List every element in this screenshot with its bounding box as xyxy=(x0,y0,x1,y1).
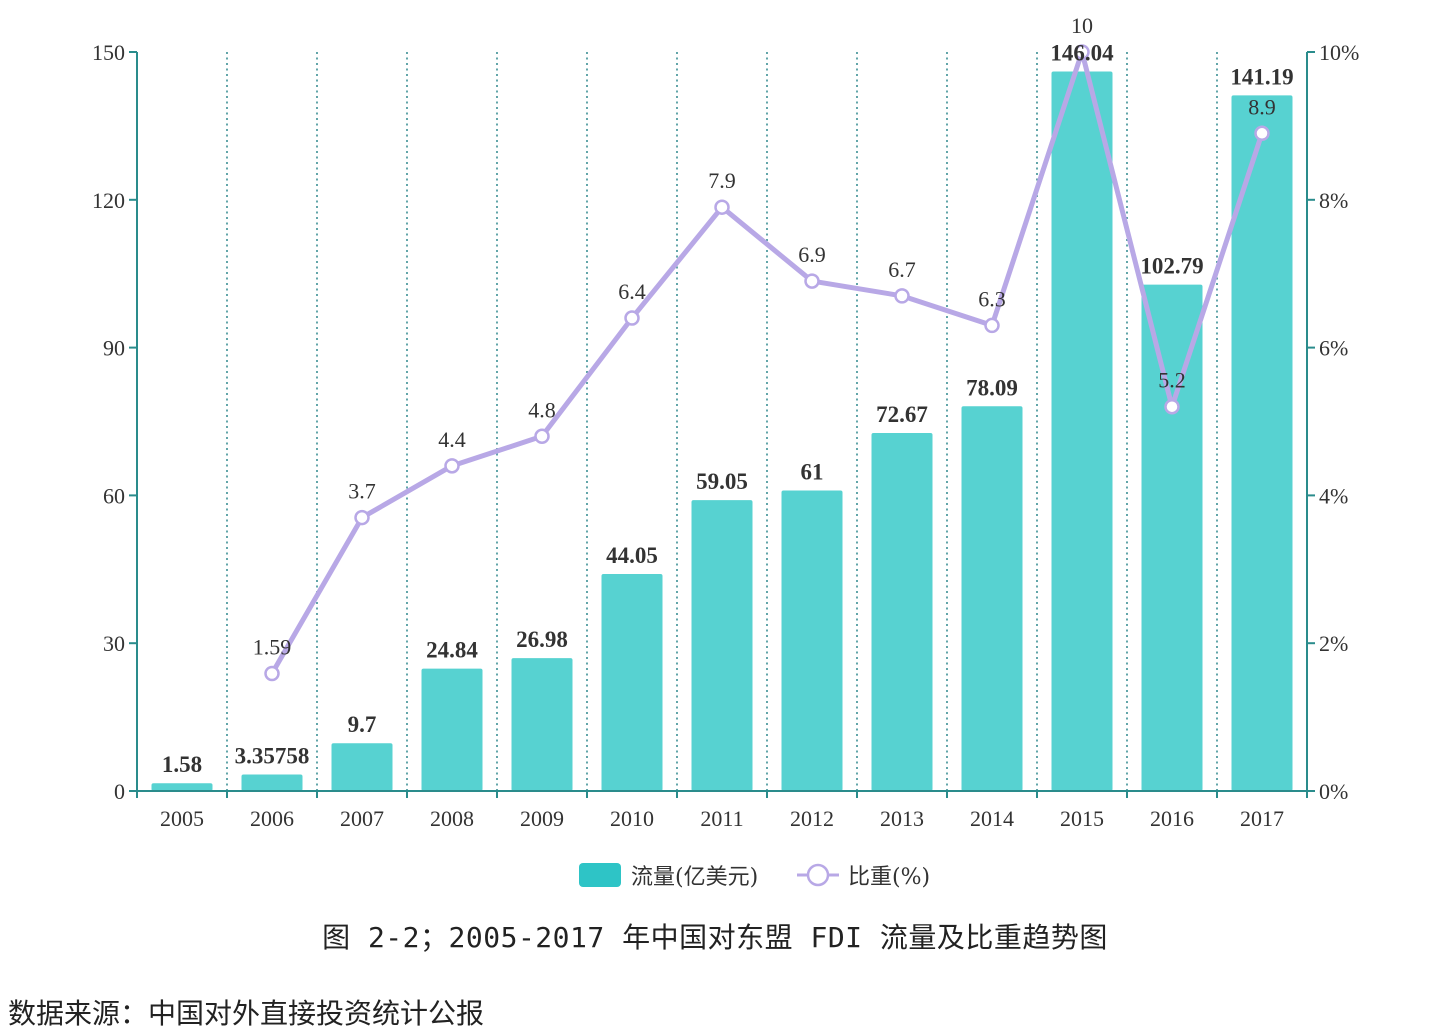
line-value-label: 3.7 xyxy=(348,479,376,504)
right-tick-label: 2% xyxy=(1319,631,1348,656)
bar-2005 xyxy=(151,783,213,791)
bar-value-label: 9.7 xyxy=(348,712,377,737)
bar-2014 xyxy=(961,406,1023,791)
right-tick-label: 8% xyxy=(1319,188,1348,213)
left-tick-label: 0 xyxy=(114,779,125,804)
x-tick-label: 2015 xyxy=(1060,806,1104,831)
x-tick-label: 2005 xyxy=(160,806,204,831)
x-tick-label: 2012 xyxy=(790,806,834,831)
x-tick-label: 2013 xyxy=(880,806,924,831)
left-tick-label: 90 xyxy=(103,336,125,361)
bar-2013 xyxy=(871,432,933,791)
bar-value-label: 146.04 xyxy=(1050,41,1114,66)
data-labels: 1.58 3.35758 9.7 24.84 26.98 44.05 59.05 61 72.6… xyxy=(162,13,1294,777)
line-point-2016 xyxy=(1164,398,1180,415)
legend-bar-label: 流量(亿美元) xyxy=(631,865,758,890)
bar-value-label: 44.05 xyxy=(606,543,658,568)
x-tick-label: 2010 xyxy=(610,806,654,831)
x-tick-label: 2006 xyxy=(250,806,294,831)
bar-value-label: 78.09 xyxy=(966,375,1018,400)
line-value-label: 4.8 xyxy=(528,397,556,422)
line-value-label: 10 xyxy=(1071,13,1093,38)
bar-value-label: 141.19 xyxy=(1230,64,1293,89)
line-point-2010 xyxy=(624,310,640,326)
x-tick-label: 2011 xyxy=(700,806,743,831)
legend-line-label: 比重(%) xyxy=(848,865,930,890)
bar-series xyxy=(151,71,1293,792)
axes: 0 30 60 90 120 150 0% 2% 4% 6% 8% 10% 2005 2006 2007 20… xyxy=(92,40,1359,831)
line-point-2012 xyxy=(804,273,820,289)
line-value-label: 6.7 xyxy=(888,257,916,282)
figure-caption: 图 2-2；2005-2017 年中国对东盟 FDI 流量及比重趋势图 xyxy=(322,921,1108,954)
bar-value-label: 24.84 xyxy=(426,638,478,663)
line-series xyxy=(264,44,1270,682)
x-tick-label: 2009 xyxy=(520,806,564,831)
line-point-2009 xyxy=(534,428,550,445)
line-point-2008 xyxy=(444,458,460,474)
line-point-2006 xyxy=(264,665,280,682)
bar-value-label: 3.35758 xyxy=(235,743,310,768)
bar-value-label: 72.67 xyxy=(876,402,928,427)
data-source-note: 数据来源：中国对外直接投资统计公报 xyxy=(8,997,485,1030)
right-tick-label: 10% xyxy=(1319,40,1359,65)
x-tick-label: 2017 xyxy=(1240,806,1284,831)
right-tick-label: 6% xyxy=(1319,336,1348,361)
bar-value-label: 26.98 xyxy=(516,627,568,652)
line-value-label: 6.4 xyxy=(618,279,646,304)
bar-2017 xyxy=(1231,95,1293,791)
line-value-label: 6.9 xyxy=(798,242,826,267)
bar-2015 xyxy=(1051,71,1113,792)
line-point-2014 xyxy=(984,317,1000,334)
line-value-label: 1.59 xyxy=(253,634,292,659)
line-value-label: 8.9 xyxy=(1248,94,1276,119)
x-tick-label: 2014 xyxy=(970,806,1014,831)
bar-value-label: 59.05 xyxy=(696,469,748,494)
bar-value-label: 1.58 xyxy=(162,752,202,777)
bar-2010 xyxy=(601,573,663,791)
left-tick-label: 30 xyxy=(103,631,125,656)
bar-2011 xyxy=(691,500,753,791)
bar-value-label: 102.79 xyxy=(1140,254,1203,279)
legend[interactable]: 流量(亿美元) 比重(%) xyxy=(579,863,930,890)
line-point-2015 xyxy=(1074,44,1090,60)
bar-2009 xyxy=(511,658,573,791)
left-tick-label: 120 xyxy=(92,188,125,213)
x-tick-label: 2016 xyxy=(1150,806,1194,831)
bar-2008 xyxy=(421,668,483,791)
line-value-label: 4.4 xyxy=(438,427,466,452)
line-value-label: 5.2 xyxy=(1158,368,1186,393)
x-tick-label: 2008 xyxy=(430,806,474,831)
bar-2006 xyxy=(241,774,303,791)
line-value-label: 6.3 xyxy=(978,286,1006,311)
ratio-line xyxy=(269,49,1265,675)
legend-bar-swatch xyxy=(579,863,621,887)
line-point-2017 xyxy=(1254,125,1270,142)
line-point-2011 xyxy=(714,199,730,215)
chart: 0 30 60 90 120 150 0% 2% 4% 6% 8% 10% 2005 2006 2007 20… xyxy=(92,13,1359,890)
bar-2012 xyxy=(781,490,843,791)
left-tick-label: 150 xyxy=(92,40,125,65)
legend-line-marker xyxy=(806,863,830,887)
right-tick-label: 4% xyxy=(1319,483,1348,508)
line-point-2007 xyxy=(354,509,370,526)
bar-value-label: 61 xyxy=(801,459,824,484)
left-tick-label: 60 xyxy=(103,483,125,508)
x-tick-label: 2007 xyxy=(340,806,384,831)
bar-2016 xyxy=(1141,284,1203,791)
bar-2007 xyxy=(331,743,393,791)
right-tick-label: 0% xyxy=(1319,779,1348,804)
line-value-label: 7.9 xyxy=(708,168,736,193)
line-point-2013 xyxy=(894,288,910,304)
grid-lines xyxy=(226,52,1218,791)
